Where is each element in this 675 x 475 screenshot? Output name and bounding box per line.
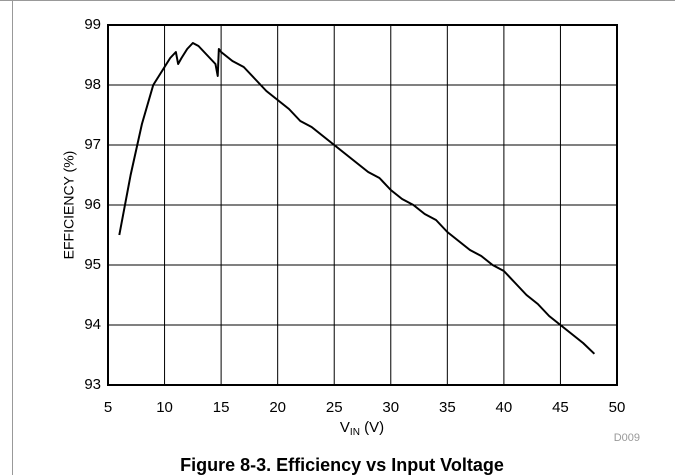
x-tick-label: 35 [439,399,456,416]
y-tick-label: 95 [84,256,101,273]
x-tick-label: 50 [609,399,626,416]
x-tick-label: 15 [213,399,230,416]
x-tick-label: 20 [269,399,286,416]
x-tick-label: 25 [326,399,343,416]
x-tick-label: 45 [552,399,569,416]
x-label-sub: IN [350,427,360,438]
y-tick-label: 94 [84,316,101,333]
x-tick-label: 30 [382,399,399,416]
y-tick-label: 98 [84,76,101,93]
y-axis-label: EFFICIENCY (%) [61,151,77,260]
x-axis-label: VIN (V) [340,419,384,438]
plot-border [107,24,618,386]
x-label-suffix: (V) [360,419,384,436]
y-tick-label: 93 [84,376,101,393]
x-tick-label: 5 [104,399,112,416]
caption: Figure 8-3. Efficiency vs Input Voltage [180,455,504,475]
x-tick-label: 10 [156,399,173,416]
y-tick-label: 99 [84,16,101,33]
line-series [118,42,596,355]
figure-id: D009 [614,432,640,444]
y-tick-label: 96 [84,196,101,213]
x-tick-label: 40 [496,399,513,416]
x-label-main: V [340,419,350,436]
y-tick-label: 97 [84,136,101,153]
